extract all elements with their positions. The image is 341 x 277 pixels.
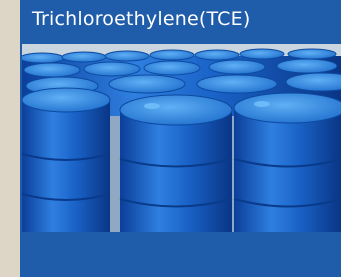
product-photo — [22, 44, 341, 232]
product-title: Trichloroethylene(TCE) — [32, 8, 250, 30]
product-card: Trichloroethylene(TCE) — [0, 0, 341, 277]
panel: Trichloroethylene(TCE) — [20, 0, 341, 277]
